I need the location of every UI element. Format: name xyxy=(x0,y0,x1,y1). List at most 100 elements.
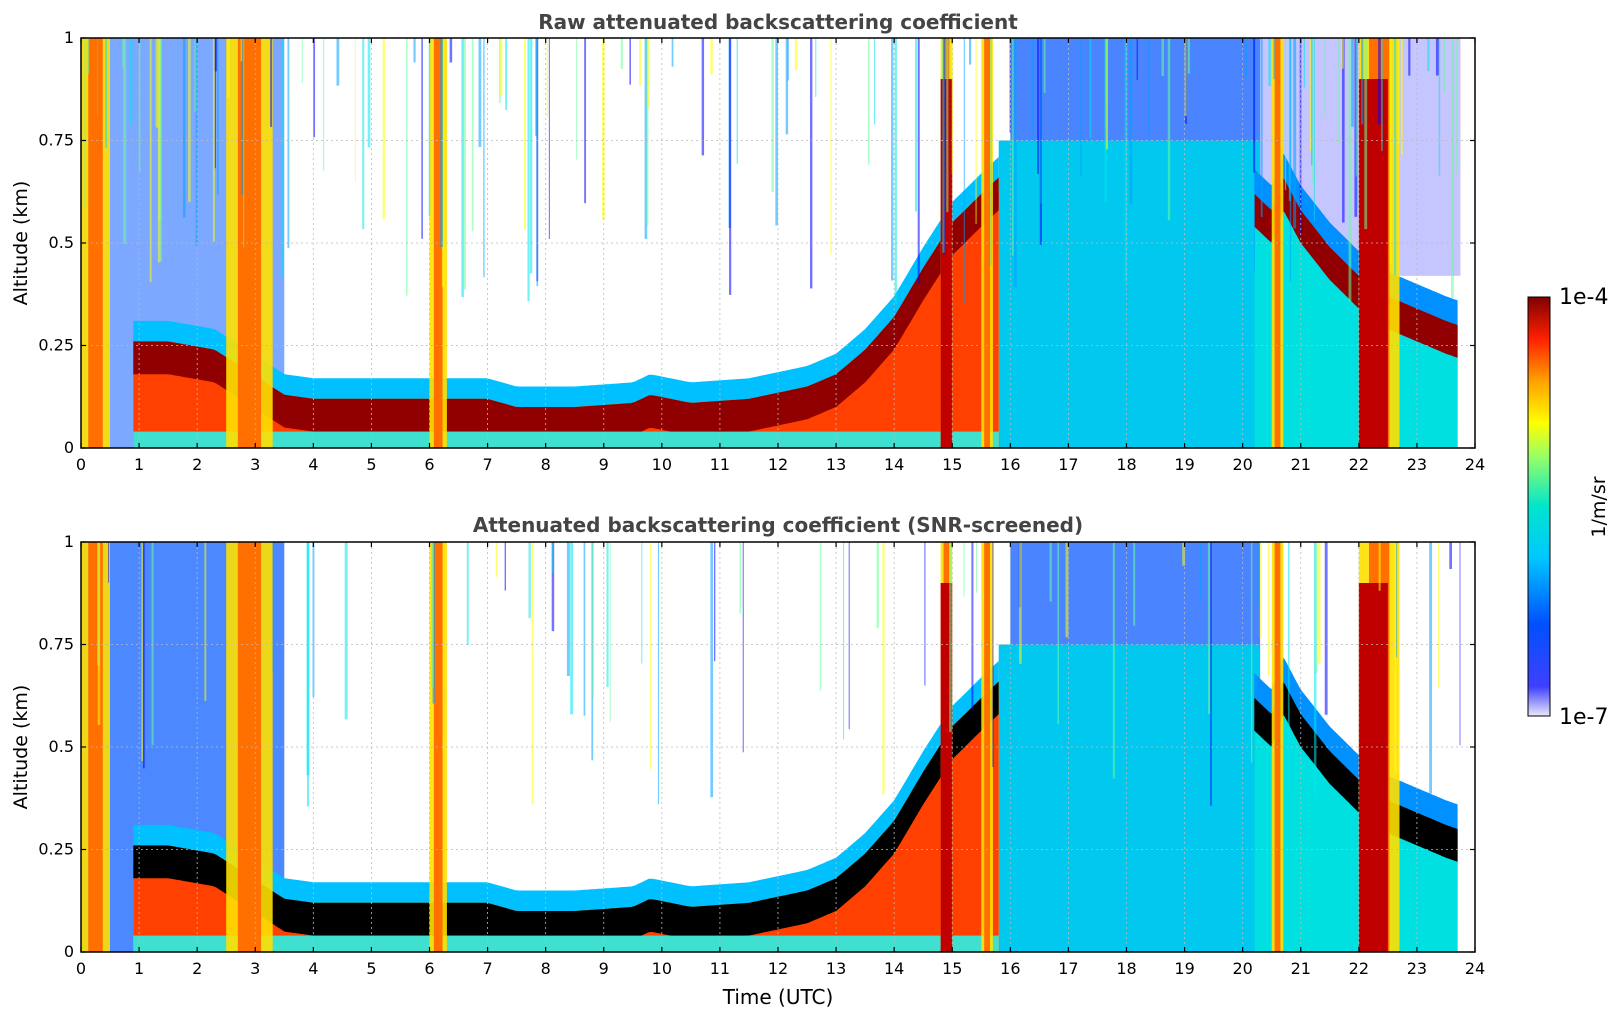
signal-streak xyxy=(1080,38,1082,176)
signal-streak xyxy=(1012,38,1014,256)
signal-streak xyxy=(1105,38,1109,150)
colorbar-max-label: 1e-4 xyxy=(1559,285,1608,310)
panel-title: Attenuated backscattering coefficient (S… xyxy=(473,513,1083,537)
signal-streak xyxy=(270,38,273,127)
signal-streak xyxy=(882,542,885,795)
signal-streak xyxy=(240,38,243,62)
signal-streak xyxy=(951,38,954,174)
signal-streak xyxy=(1009,38,1011,133)
signal-streak xyxy=(551,542,555,632)
signal-streak xyxy=(742,542,744,753)
signal-streak xyxy=(546,38,549,117)
signal-streak xyxy=(975,38,977,224)
x-tick-label: 19 xyxy=(1174,455,1194,474)
signal-streak xyxy=(1259,542,1262,638)
signal-streak xyxy=(142,542,145,769)
signal-streak xyxy=(1313,38,1315,222)
evening-cloud-layer xyxy=(1254,682,1458,862)
signal-streak xyxy=(1338,38,1340,144)
signal-streak xyxy=(1133,542,1136,626)
x-tick-label: 11 xyxy=(710,455,730,474)
signal-streak xyxy=(495,542,498,577)
signal-streak xyxy=(1253,38,1256,173)
x-tick-label: 18 xyxy=(1116,959,1136,978)
signal-streak xyxy=(1348,38,1352,302)
signal-streak xyxy=(710,38,713,75)
signal-streak xyxy=(1250,542,1253,763)
signal-streak xyxy=(1257,542,1259,605)
bl-dense xyxy=(133,193,999,448)
signal-streak xyxy=(1435,38,1439,76)
signal-streak xyxy=(583,542,586,716)
bl-halo xyxy=(133,156,999,448)
signal-streak xyxy=(876,542,879,629)
x-tick-label: 8 xyxy=(541,455,551,474)
signal-streak xyxy=(1317,542,1321,664)
x-tick-label: 19 xyxy=(1174,959,1194,978)
signal-streak xyxy=(1313,542,1317,798)
signal-streak xyxy=(971,542,974,710)
signal-streak xyxy=(942,38,945,253)
x-tick-label: 7 xyxy=(482,959,492,978)
signal-streak xyxy=(739,542,742,614)
signal-streak xyxy=(97,542,101,725)
signal-streak xyxy=(281,38,284,278)
signal-streak xyxy=(1299,38,1302,236)
signal-streak xyxy=(917,38,920,284)
signal-streak xyxy=(344,542,348,720)
x-tick-label: 5 xyxy=(366,959,376,978)
signal-streak xyxy=(272,542,274,672)
signal-streak xyxy=(548,38,550,240)
y-axis-label: Altitude (km) xyxy=(10,181,32,306)
signal-streak xyxy=(287,38,290,249)
signal-streak xyxy=(809,38,813,289)
signal-streak xyxy=(1167,38,1171,221)
signal-streak xyxy=(141,542,144,761)
signal-streak xyxy=(535,38,538,136)
signal-streak xyxy=(1268,38,1271,86)
x-tick-label: 21 xyxy=(1291,455,1311,474)
signal-streak xyxy=(123,38,127,244)
signal-streak xyxy=(609,542,611,722)
x-tick-label: 16 xyxy=(1000,959,1020,978)
signal-streak xyxy=(441,38,445,287)
signal-streak xyxy=(1019,542,1022,664)
signal-streak xyxy=(406,38,408,296)
backscatter-layers xyxy=(81,38,1475,448)
signal-streak xyxy=(775,38,779,226)
bl-halo xyxy=(133,660,999,952)
x-tick-label: 20 xyxy=(1232,455,1252,474)
x-tick-label: 4 xyxy=(308,959,318,978)
signal-streak xyxy=(639,38,642,87)
signal-streak xyxy=(646,38,649,226)
signal-streak xyxy=(891,38,894,281)
signal-streak xyxy=(138,38,141,172)
signal-streak xyxy=(301,38,303,84)
signal-streak xyxy=(1013,38,1017,287)
x-tick-label: 10 xyxy=(652,959,672,978)
rain-core xyxy=(1358,583,1388,952)
x-tick-label: 17 xyxy=(1058,455,1078,474)
signal-streak xyxy=(641,542,643,664)
signal-streak xyxy=(188,38,191,202)
signal-streak xyxy=(990,38,992,266)
signal-streak xyxy=(975,542,978,593)
signal-streak xyxy=(1394,542,1397,774)
precip-core xyxy=(433,542,443,952)
signal-streak xyxy=(1245,38,1247,79)
signal-streak xyxy=(1037,38,1039,175)
bl-dense xyxy=(133,697,999,952)
y-tick-label: 0.75 xyxy=(38,635,74,654)
snr-screened-panel: Attenuated backscattering coefficient (S… xyxy=(10,513,1485,1009)
signal-streak xyxy=(1112,542,1115,779)
heatmap xyxy=(81,38,1475,448)
signal-streak xyxy=(307,542,310,807)
y-tick-label: 0.75 xyxy=(38,131,74,150)
signal-streak xyxy=(421,38,423,239)
x-tick-label: 13 xyxy=(826,455,846,474)
x-tick-label: 2 xyxy=(192,959,202,978)
signal-streak xyxy=(312,542,315,698)
signal-streak xyxy=(729,38,732,295)
grid-lines xyxy=(81,38,1475,448)
y-tick-label: 0.25 xyxy=(38,840,74,859)
